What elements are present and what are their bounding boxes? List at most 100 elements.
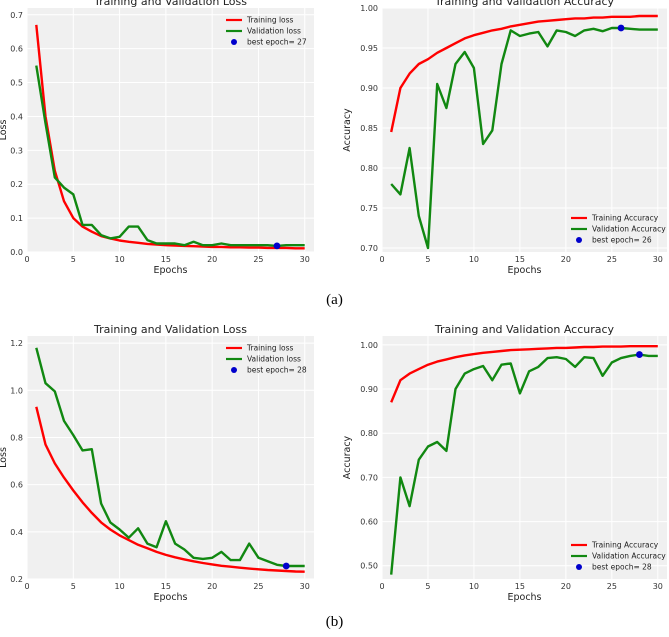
x-tick-label: 10 xyxy=(114,582,124,591)
y-tick-label: 1.2 xyxy=(10,339,23,348)
validation-series-line xyxy=(390,353,658,575)
x-axis-label: Epochs xyxy=(507,265,541,276)
legend-best-epoch-label: best epoch= 27 xyxy=(247,38,307,47)
y-tick-label: 0.80 xyxy=(360,164,378,173)
chart-svg-a-loss: Training and Validation Loss 0.0 0.1 0.2 0.3… xyxy=(0,0,314,276)
x-tick-label: 0 xyxy=(379,255,384,264)
legend-best-epoch-label: best epoch= 28 xyxy=(592,563,652,572)
legend-best-epoch-label: best epoch= 26 xyxy=(592,236,652,245)
x-axis-label: Epochs xyxy=(507,592,541,603)
chart-a-loss: Training and Validation Loss 0.0 0.1 0.2 0.3… xyxy=(0,0,328,278)
x-tick-label: 15 xyxy=(161,255,171,264)
y-tick-label: 0.4 xyxy=(10,528,23,537)
y-axis-label: Loss xyxy=(0,120,9,141)
y-tick-label: 1.0 xyxy=(10,386,23,395)
legend-validation-label: Validation loss xyxy=(247,355,301,364)
x-tick-label: 30 xyxy=(300,582,310,591)
plot-area xyxy=(27,336,314,579)
best-epoch-point xyxy=(282,562,290,570)
legend-best-epoch-swatch xyxy=(576,237,582,243)
chart-b-accuracy: Training and Validation Accuracy 0.50 0.60… xyxy=(340,318,669,604)
x-tick-label: 20 xyxy=(561,255,571,264)
chart-title: Training and Validation Accuracy xyxy=(434,0,615,8)
x-tick-label: 30 xyxy=(300,255,310,264)
legend-best-epoch-swatch xyxy=(576,564,582,570)
training-series-line xyxy=(35,24,305,250)
x-tick-label: 15 xyxy=(515,582,525,591)
legend-training-label: Training Accuracy xyxy=(591,541,659,550)
legend-best-epoch-label: best epoch= 28 xyxy=(247,366,307,375)
x-tick-label: 30 xyxy=(653,582,663,591)
legend-best-epoch-swatch xyxy=(231,39,237,45)
x-tick-label: 25 xyxy=(607,255,617,264)
x-axis-label: Epochs xyxy=(153,592,187,603)
y-tick-label: 0.2 xyxy=(10,180,23,189)
x-tick-label: 0 xyxy=(24,582,29,591)
y-axis-label: Accuracy xyxy=(342,108,353,152)
training-series-line xyxy=(35,406,305,573)
y-tick-label: 0.7 xyxy=(10,11,23,20)
x-tick-label: 0 xyxy=(379,582,384,591)
y-tick-label: 0.50 xyxy=(360,562,378,571)
y-tick-label: 0.90 xyxy=(360,385,378,394)
x-tick-label: 5 xyxy=(71,255,76,264)
x-tick-label: 25 xyxy=(253,255,263,264)
validation-series-line xyxy=(390,26,658,250)
chart-title: Training and Validation Accuracy xyxy=(434,323,615,336)
best-epoch-point xyxy=(617,24,625,32)
x-tick-label: 0 xyxy=(24,255,29,264)
legend-training-label: Training loss xyxy=(246,16,294,25)
y-tick-label: 0.70 xyxy=(360,244,378,253)
caption-a: (a) xyxy=(326,292,343,308)
chart-title: Training and Validation Loss xyxy=(93,0,247,8)
chart-svg-b-accuracy: Training and Validation Accuracy 0.50 0.60… xyxy=(342,323,667,603)
legend-training-label: Training loss xyxy=(246,344,294,353)
y-tick-label: 0.5 xyxy=(10,79,23,88)
y-tick-label: 0.2 xyxy=(10,575,23,584)
chart-title: Training and Validation Loss xyxy=(93,323,247,336)
x-tick-label: 25 xyxy=(253,582,263,591)
y-tick-label: 1.00 xyxy=(360,4,378,13)
y-tick-label: 0.3 xyxy=(10,146,23,155)
best-epoch-point xyxy=(273,242,281,250)
x-tick-label: 10 xyxy=(469,255,479,264)
y-tick-label: 0.60 xyxy=(360,518,378,527)
legend-validation-label: Validation Accuracy xyxy=(592,552,666,561)
training-series-line xyxy=(390,14,658,133)
y-tick-label: 0.1 xyxy=(10,214,23,223)
y-tick-label: 0.85 xyxy=(360,124,378,133)
x-tick-label: 15 xyxy=(161,582,171,591)
x-tick-label: 20 xyxy=(207,582,217,591)
x-axis-label: Epochs xyxy=(153,265,187,276)
y-tick-label: 0.75 xyxy=(360,204,378,213)
y-tick-label: 0.90 xyxy=(360,84,378,93)
x-tick-label: 20 xyxy=(207,255,217,264)
y-tick-label: 1.00 xyxy=(360,341,378,350)
legend-training-label: Training Accuracy xyxy=(591,214,659,223)
caption-b: (b) xyxy=(325,614,344,630)
x-tick-label: 25 xyxy=(607,582,617,591)
x-tick-label: 20 xyxy=(561,582,571,591)
x-tick-label: 5 xyxy=(425,255,430,264)
y-axis-label: Loss xyxy=(0,447,9,468)
validation-series-line xyxy=(35,347,305,568)
x-tick-label: 10 xyxy=(114,255,124,264)
chart-svg-b-loss: Training and Validation Loss 0.2 0.4 0.6 0.8… xyxy=(0,323,314,603)
best-epoch-point xyxy=(636,351,643,358)
training-series-line xyxy=(390,345,658,403)
y-tick-label: 0.70 xyxy=(360,473,378,482)
chart-b-loss: Training and Validation Loss 0.2 0.4 0.6 0.8… xyxy=(0,318,328,604)
validation-series-line xyxy=(35,65,305,248)
y-tick-label: 0.4 xyxy=(10,112,23,121)
legend-validation-label: Validation Accuracy xyxy=(592,225,666,234)
y-tick-label: 0.80 xyxy=(360,429,378,438)
chart-a-accuracy: Training and Validation Accuracy 0.70 0.75… xyxy=(340,0,669,278)
legend-best-epoch-swatch xyxy=(231,367,237,373)
x-tick-label: 10 xyxy=(469,582,479,591)
y-tick-label: 0.0 xyxy=(10,248,23,257)
legend-validation-label: Validation loss xyxy=(247,27,301,36)
y-tick-label: 0.6 xyxy=(10,481,23,490)
y-tick-label: 0.6 xyxy=(10,45,23,54)
chart-svg-a-accuracy: Training and Validation Accuracy 0.70 0.75… xyxy=(342,0,667,276)
x-tick-label: 30 xyxy=(653,255,663,264)
